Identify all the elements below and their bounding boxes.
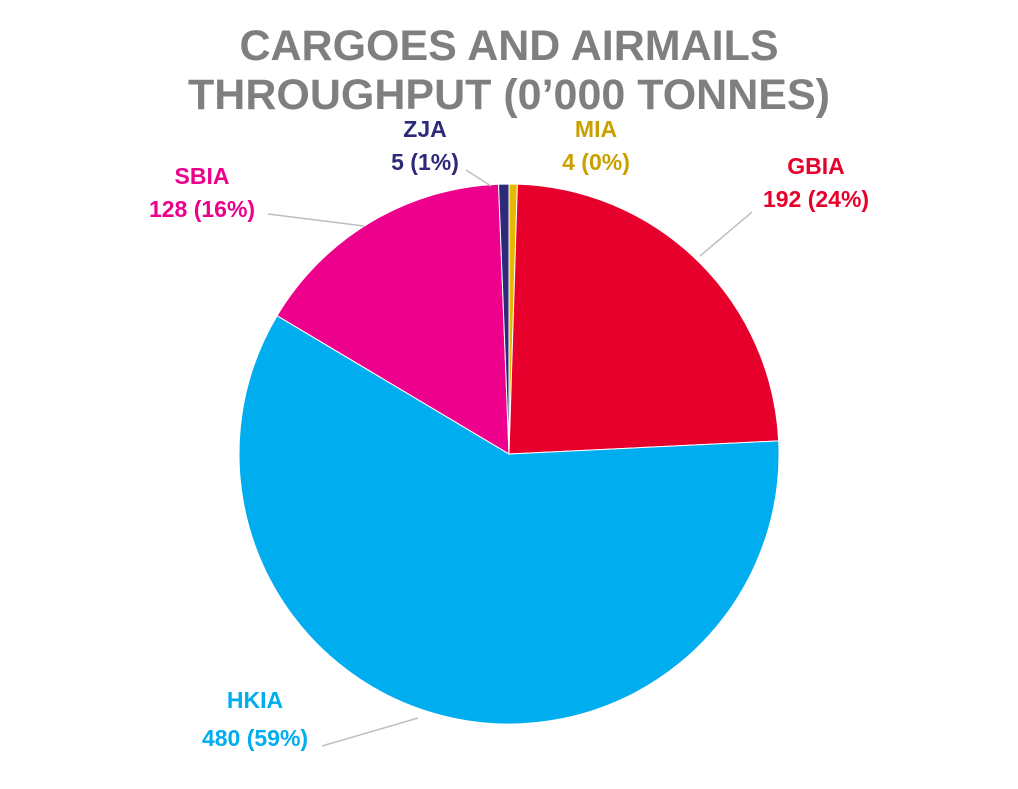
- slice-label-value-sbia: 128 (16%): [149, 196, 255, 222]
- slice-label-value-mia: 4 (0%): [562, 149, 630, 175]
- leader-line-sbia: [267, 213, 365, 227]
- pie-slice-gbia: [508, 183, 780, 455]
- slice-label-value-hkia: 480 (59%): [202, 725, 308, 751]
- leader-line-zja: [465, 169, 492, 187]
- pie-slice-hkia: [238, 314, 780, 725]
- slice-label-name-gbia: GBIA: [787, 153, 845, 179]
- slice-label-name-zja: ZJA: [403, 116, 446, 142]
- chart-title-line-2: THROUGHPUT (0’000 TONNES): [188, 71, 830, 119]
- slice-label-name-hkia: HKIA: [227, 687, 283, 713]
- slice-label-name-mia: MIA: [575, 116, 617, 142]
- slice-label-value-zja: 5 (1%): [391, 149, 459, 175]
- chart-title-line-1: CARGOES AND AIRMAILS: [239, 22, 778, 70]
- slice-label-value-gbia: 192 (24%): [763, 186, 869, 212]
- leader-line-gbia: [699, 211, 753, 257]
- pie-slice-zja: [497, 183, 510, 455]
- leader-line-hkia: [321, 717, 419, 747]
- slice-label-name-sbia: SBIA: [175, 163, 230, 189]
- pie-slice-sbia: [276, 183, 510, 455]
